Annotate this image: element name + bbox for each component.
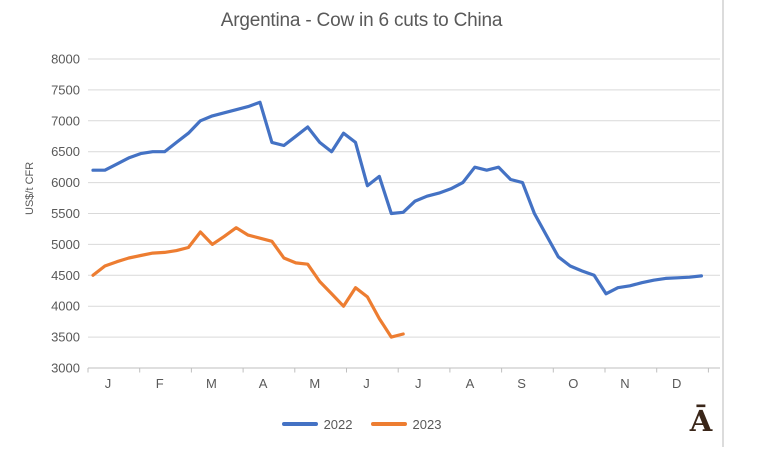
y-tick-label: 5500 [51, 206, 80, 221]
y-tick-label: 8000 [51, 52, 80, 67]
page-border-line [722, 0, 724, 447]
y-tick-label: 6500 [51, 144, 80, 159]
y-tick-label: 3000 [51, 361, 80, 376]
x-tick-label: A [259, 376, 268, 391]
y-tick-label: 7500 [51, 82, 80, 97]
x-tick-label: D [672, 376, 681, 391]
legend-label-2023: 2023 [412, 416, 442, 432]
watermark-a-macron-glyph: Ā [689, 404, 713, 438]
legend-swatch-2023 [370, 422, 407, 426]
x-tick-label: A [466, 376, 475, 391]
y-tick-label: 5000 [51, 237, 80, 252]
x-tick-label: J [105, 376, 112, 391]
x-tick-label: N [620, 376, 629, 391]
series-line-2023 [91, 226, 405, 339]
x-tick-label: S [517, 376, 526, 391]
x-tick-label: M [309, 376, 320, 391]
legend-item-2022: 2022 [281, 416, 353, 432]
legend-label-2022: 2022 [323, 416, 353, 432]
y-tick-label: 6000 [51, 175, 80, 190]
chart-title: Argentina - Cow in 6 cuts to China [220, 10, 503, 31]
legend-item-2023: 2023 [370, 416, 442, 432]
y-tick-label: 4500 [51, 268, 80, 283]
x-tick-label: M [206, 376, 217, 391]
legend: 2022 2023 [0, 413, 723, 435]
y-tick-label: 4000 [51, 299, 80, 314]
legend-swatch-2022 [281, 422, 318, 426]
x-tick-label: F [156, 376, 164, 391]
x-tick-label: O [568, 376, 578, 391]
y-tick-label: 3500 [51, 330, 80, 345]
series-line-2022 [91, 100, 704, 296]
x-tick-label: J [363, 376, 370, 391]
y-tick-label: 7000 [51, 113, 80, 128]
x-tick-label: J [415, 376, 422, 391]
